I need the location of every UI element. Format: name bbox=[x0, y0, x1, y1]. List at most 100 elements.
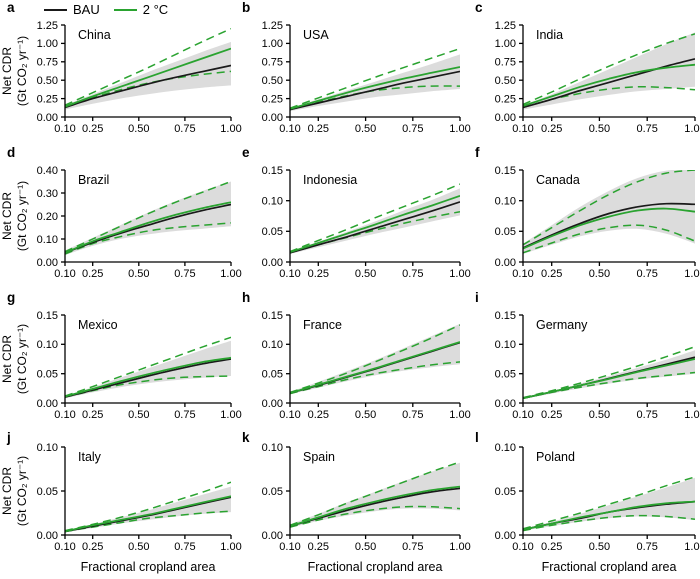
x-tick-label: 0.50 bbox=[128, 123, 149, 135]
country-label: Spain bbox=[303, 450, 335, 464]
x-tick-label: 0.75 bbox=[636, 541, 657, 553]
y-tick-label: 0.05 bbox=[262, 486, 283, 498]
x-tick-label: 0.50 bbox=[128, 409, 149, 421]
bau-line bbox=[523, 58, 695, 109]
y-tick-label: 1.00 bbox=[495, 38, 516, 50]
y-axis-label-line1: Net CDR bbox=[0, 47, 14, 95]
x-tick-label: 1.00 bbox=[449, 123, 470, 135]
chart-canvas: j 0.00 0.05 0.10 0.10 0.25 0.50 0.75 1.00 Italy Ne… bbox=[0, 430, 242, 574]
bau-line bbox=[65, 203, 231, 254]
x-tick-label: 0.10 bbox=[512, 123, 533, 135]
y-tick-label: 0.00 bbox=[262, 112, 283, 124]
x-tick-label: 0.75 bbox=[174, 541, 195, 553]
axes bbox=[286, 314, 461, 407]
x-tick-label: 0.10 bbox=[54, 123, 75, 135]
panel-mexico: g 0.00 0.05 0.10 0.15 0.10 0.25 0.50 0.75 1.00 Mex… bbox=[0, 290, 242, 430]
bau-line bbox=[290, 201, 460, 254]
panel-germany: i 0.00 0.05 0.10 0.15 0.10 0.25 0.50 0.75 1.00 Ger… bbox=[466, 290, 700, 430]
tick-labels: 0.00 0.05 0.10 0.15 0.10 0.25 0.50 0.75 1.00 bbox=[37, 310, 242, 421]
y-tick-label: 0.05 bbox=[37, 369, 58, 381]
y-tick-label: 0.75 bbox=[37, 57, 58, 69]
tick-labels: 0.00 0.05 0.10 0.15 0.10 0.25 0.50 0.75 1.00 bbox=[262, 165, 471, 280]
x-axis-label: Fractional cropland area bbox=[308, 560, 443, 574]
x-tick-label: 0.25 bbox=[82, 123, 103, 135]
x-tick-label: 0.25 bbox=[541, 409, 562, 421]
legend-label-2c: 2 °C bbox=[142, 2, 169, 17]
x-tick-label: 0.10 bbox=[279, 409, 300, 421]
chart-canvas: l 0.00 0.05 0.10 0.10 0.25 0.50 0.75 1.00 Poland F… bbox=[475, 430, 700, 574]
y-axis-label-line2: (Gt CO₂ yr⁻¹) bbox=[15, 456, 29, 526]
x-tick-label: 0.75 bbox=[402, 268, 423, 280]
y-tick-label: 0.00 bbox=[262, 530, 283, 542]
y-tick-label: 0.15 bbox=[262, 165, 283, 177]
x-tick-label: 0.50 bbox=[355, 409, 376, 421]
panel-brazil: d 0.00 0.10 0.20 0.30 0.40 0.10 0.25 0.50 0.75 1.0… bbox=[0, 145, 242, 290]
legend-label-bau: BAU bbox=[73, 2, 100, 17]
y-tick-label: 0.10 bbox=[37, 339, 58, 351]
x-tick-label: 1.00 bbox=[449, 268, 470, 280]
panel-letter: b bbox=[242, 0, 250, 15]
two-c-line bbox=[65, 201, 231, 254]
panel-letter: g bbox=[7, 290, 15, 305]
x-tick-label: 0.50 bbox=[589, 268, 610, 280]
country-label: Indonesia bbox=[303, 173, 357, 187]
chart-canvas: k 0.00 0.05 0.10 0.10 0.25 0.50 0.75 1.00 Spain Fr… bbox=[242, 430, 471, 574]
x-tick-label: 0.25 bbox=[541, 268, 562, 280]
uncertainty-band bbox=[523, 170, 695, 254]
y-axis-label-line2: (Gt CO₂ yr⁻¹) bbox=[15, 181, 29, 251]
panel-poland: l 0.00 0.05 0.10 0.10 0.25 0.50 0.75 1.00 Poland F… bbox=[466, 430, 700, 579]
bau-line bbox=[523, 202, 695, 249]
tick-labels: 0.00 0.25 0.50 0.75 1.00 1.25 0.10 0.25 0.50 0.75… bbox=[37, 20, 242, 135]
tick-labels: 0.00 0.05 0.10 0.10 0.25 0.50 0.75 1.00 bbox=[37, 442, 242, 553]
axes bbox=[61, 314, 232, 407]
x-tick-label: 0.50 bbox=[589, 409, 610, 421]
two-c-line bbox=[290, 194, 460, 254]
tick-labels: 0.00 0.05 0.10 0.15 0.10 0.25 0.50 0.75 1.00 bbox=[262, 310, 471, 421]
country-label: USA bbox=[303, 28, 329, 42]
country-label: China bbox=[78, 28, 111, 42]
axes bbox=[61, 24, 232, 121]
tick-labels: 0.00 0.05 0.10 0.15 0.10 0.25 0.50 0.75 1.00 bbox=[495, 165, 700, 280]
chart-canvas: c 0.00 0.25 0.50 0.75 1.00 1.25 0.10 0.25 0.50 0.7… bbox=[475, 0, 700, 135]
panel-letter: a bbox=[7, 0, 15, 15]
uncertainty-band bbox=[65, 41, 231, 110]
chart-canvas: d0.000.100.200.300.400.10 0.25 0.50 0.75 1.0… bbox=[0, 145, 242, 280]
axes bbox=[519, 169, 696, 266]
x-tick-label: 0.25 bbox=[308, 541, 329, 553]
panel-letter: j bbox=[6, 430, 11, 445]
ci-lower-dashed-line bbox=[65, 510, 231, 533]
y-tick-label: 0.25 bbox=[262, 93, 283, 105]
x-tick-label: 0.75 bbox=[402, 123, 423, 135]
y-tick-label: 0.25 bbox=[495, 93, 516, 105]
x-tick-label: 0.25 bbox=[308, 409, 329, 421]
two-c-line bbox=[523, 358, 695, 400]
y-tick-label: 0.05 bbox=[495, 486, 516, 498]
tick-labels: 0.00 0.05 0.10 0.15 0.10 0.25 0.50 0.75 1.00 bbox=[495, 310, 700, 421]
x-tick-label: 1.00 bbox=[220, 409, 241, 421]
y-tick-label: 0.00 bbox=[37, 257, 58, 269]
axes bbox=[286, 169, 461, 266]
y-tick-label: 0.10 bbox=[495, 442, 516, 454]
x-axis-label: Fractional cropland area bbox=[542, 560, 677, 574]
tick-labels: 0.00 0.05 0.10 0.10 0.25 0.50 0.75 1.00 bbox=[262, 442, 471, 553]
y-tick-label: 0.10 bbox=[262, 442, 283, 454]
y-tick-label: 0.10 bbox=[262, 339, 283, 351]
bau-line bbox=[65, 64, 231, 109]
country-label: India bbox=[536, 28, 563, 42]
x-tick-label: 1.00 bbox=[220, 123, 241, 135]
y-tick-label: 0.05 bbox=[495, 369, 516, 381]
y-tick-label: 0.00 bbox=[37, 398, 58, 410]
x-tick-label: 0.25 bbox=[82, 409, 103, 421]
chart-canvas: a 0.00 0.25 0.50 0.75 1.00 1.25 0.10 0.25 0.50 0.7… bbox=[0, 0, 242, 135]
panel-letter: l bbox=[475, 430, 479, 445]
panel-letter: i bbox=[475, 290, 479, 305]
y-tick-label: 1.00 bbox=[262, 38, 283, 50]
x-tick-label: 0.10 bbox=[279, 541, 300, 553]
x-tick-label: 0.25 bbox=[82, 541, 103, 553]
chart-canvas: g 0.00 0.05 0.10 0.15 0.10 0.25 0.50 0.75 1.00 Mex… bbox=[0, 290, 242, 421]
x-tick-label: 0.75 bbox=[636, 268, 657, 280]
panel-letter: d bbox=[7, 145, 15, 160]
x-tick-label: 0.25 bbox=[308, 268, 329, 280]
x-tick-label: 0.75 bbox=[402, 409, 423, 421]
panel-india: c 0.00 0.25 0.50 0.75 1.00 1.25 0.10 0.25 0.50 0.7… bbox=[466, 0, 700, 145]
